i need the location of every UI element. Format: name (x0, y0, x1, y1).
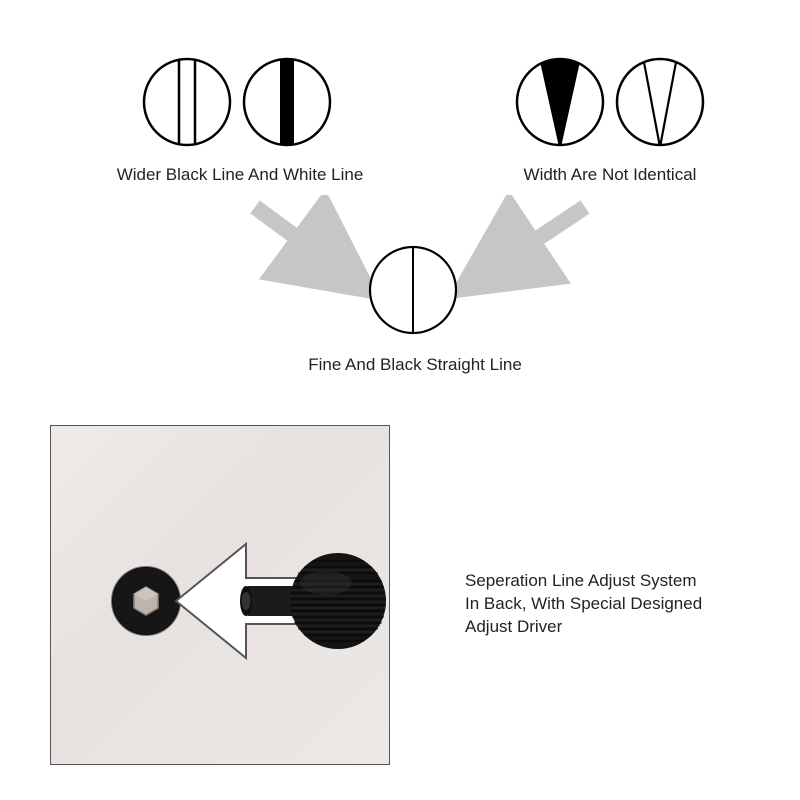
adjust-knob (226, 541, 386, 661)
arrow-right-down (445, 195, 605, 305)
circle-width-not-identical-outline (615, 57, 705, 147)
circle-fine-straight-line (368, 245, 458, 335)
circle-wider-line-thick (242, 57, 332, 147)
caption-fine-straight: Fine And Black Straight Line (260, 355, 570, 375)
circle-width-not-identical-filled (515, 57, 605, 147)
arrow-left-down (235, 195, 385, 305)
adjust-system-description: Seperation Line Adjust System In Back, W… (465, 570, 765, 639)
photo-panel (50, 425, 390, 765)
circle-wider-line-thin (142, 57, 232, 147)
caption-wider-line: Wider Black Line And White Line (80, 165, 400, 185)
caption-width-not-identical: Width Are Not Identical (490, 165, 730, 185)
